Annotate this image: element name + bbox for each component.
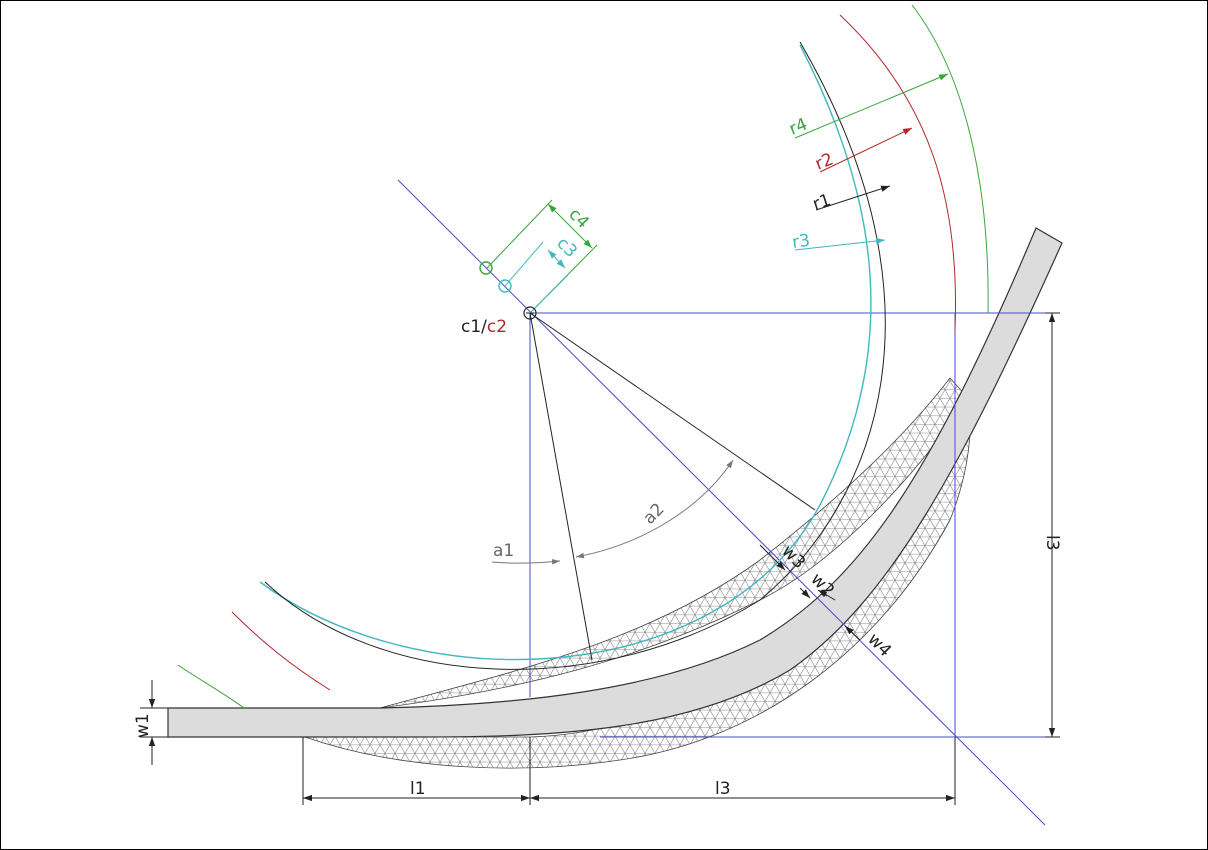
center-c4 bbox=[479, 261, 493, 275]
label-r2: r2 bbox=[812, 149, 836, 174]
label-r3: r3 bbox=[791, 231, 811, 253]
center-c1-c2 bbox=[523, 306, 537, 320]
label-a1: a1 bbox=[493, 541, 514, 561]
label-w4: w4 bbox=[863, 629, 895, 661]
label-w1: w1 bbox=[133, 713, 153, 738]
label-r4: r4 bbox=[786, 114, 810, 139]
hatched-inner-region bbox=[379, 377, 969, 709]
label-c1: c1/c2 bbox=[461, 317, 507, 337]
arc-r3 bbox=[259, 44, 872, 661]
label-l3-right: l3 bbox=[1042, 535, 1062, 551]
label-l1: l1 bbox=[410, 779, 426, 799]
arc-r4 bbox=[177, 4, 989, 709]
bent-bar bbox=[167, 227, 1063, 738]
label-l3-bottom: l3 bbox=[715, 779, 731, 799]
arc-r1 bbox=[264, 41, 886, 670]
arc-r2 bbox=[231, 14, 956, 691]
label-c4: c4 bbox=[564, 204, 592, 232]
center-c3 bbox=[498, 279, 512, 293]
label-r1: r1 bbox=[810, 190, 833, 215]
label-c3: c3 bbox=[552, 233, 580, 261]
